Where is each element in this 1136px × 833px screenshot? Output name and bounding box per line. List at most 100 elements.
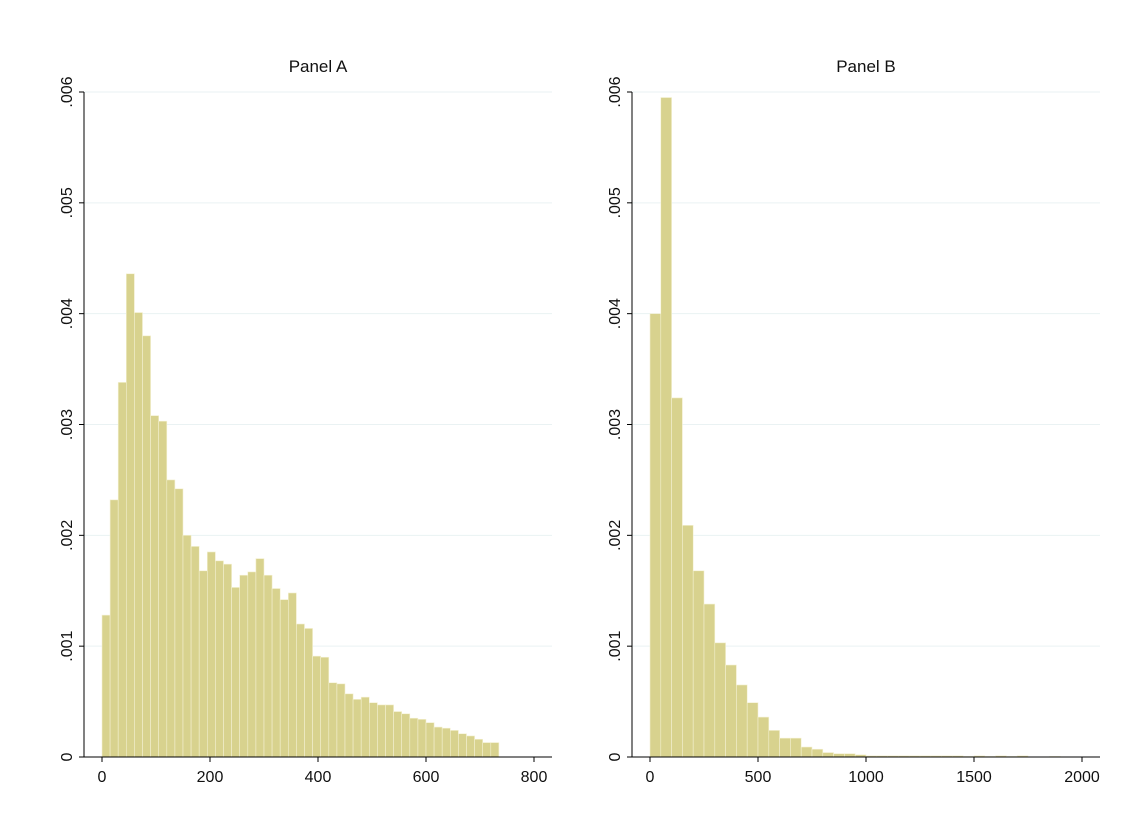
panel-a-y-tick-label: .006 (59, 76, 76, 107)
panel-a-tick-labels: 0 .001 .002 .003 .004 .005 .006 0 200 400 600 800 (59, 76, 547, 786)
panel-a-chart: 0 .001 .002 .003 .004 .005 .006 0 200 400 600 800 P… (59, 57, 552, 786)
panel-b-bar (671, 397, 683, 758)
panel-a-bar (466, 735, 475, 758)
panel-b-bar (682, 525, 694, 758)
panel-a-bar (158, 420, 168, 758)
panel-a-bar (263, 574, 273, 758)
panel-a-bar (458, 733, 467, 758)
panel-a-bar (482, 742, 492, 758)
panel-b-y-tick-label: 0 (607, 752, 624, 761)
panel-a-bar (296, 623, 305, 758)
panel-b-bar (725, 664, 737, 758)
panel-b-bar (790, 737, 802, 758)
panel-b-bar (736, 684, 748, 758)
panel-a-bar (271, 588, 281, 758)
panel-a-bar (368, 702, 378, 758)
panel-a-bar (142, 335, 151, 758)
panel-a-x-tick-label: 200 (197, 769, 224, 786)
panel-b-bar (692, 570, 705, 758)
panel-a-bar (425, 722, 435, 758)
panel-b-bar (768, 730, 780, 758)
panel-a-bar (223, 563, 232, 758)
panel-b-y-tick-label: .001 (607, 630, 624, 661)
panel-a-title: Panel A (289, 57, 348, 76)
panel-a-bar (134, 312, 143, 758)
panel-b-bar (779, 737, 791, 758)
panel-a-bar (312, 655, 322, 758)
panel-b-bar (811, 748, 824, 758)
panel-a-bar (279, 599, 289, 758)
panel-a-bar (433, 726, 443, 758)
panel-a-bar (336, 683, 346, 758)
panel-a-bar (449, 730, 459, 758)
panel-a-x-tick-label: 600 (413, 769, 440, 786)
panel-b-bar (714, 642, 726, 758)
panel-a-y-tick-label: .005 (59, 187, 76, 218)
panel-b-x-tick-label: 2000 (1064, 769, 1100, 786)
panel-a-x-tick-label: 400 (305, 769, 332, 786)
panel-a-y-tick-label: 0 (59, 752, 76, 761)
panel-a-bar (328, 682, 338, 758)
panel-a-y-tick-label: .001 (59, 630, 76, 661)
panel-b-bar (649, 313, 662, 758)
panel-a-x-tick-label: 800 (521, 769, 548, 786)
panel-a-bar (101, 614, 111, 758)
panel-b-bar (703, 603, 716, 758)
panel-a-bar (182, 535, 192, 758)
panel-b-bar (800, 746, 813, 758)
panel-b-y-tick-label: .004 (607, 298, 624, 329)
panel-a-y-tick-label: .004 (59, 298, 76, 329)
panel-b-bar (660, 97, 672, 758)
panel-a-bar (198, 570, 208, 758)
panel-a-y-tick-label: .002 (59, 520, 76, 551)
panel-b-x-tick-label: 500 (745, 769, 772, 786)
panel-a-bar (401, 713, 411, 758)
panel-b-bar (757, 716, 770, 758)
panel-b-y-tick-label: .002 (607, 520, 624, 551)
panel-a-bar (117, 382, 127, 758)
panel-a-bar (474, 738, 484, 758)
panel-a-bar (190, 546, 200, 758)
panel-a-bar (490, 742, 500, 758)
panel-b-chart: 0 .001 .002 .003 .004 .005 .006 0 500 1000 1500 200… (607, 57, 1100, 786)
panel-a-bar (150, 415, 160, 758)
panel-b-y-tick-label: .003 (607, 409, 624, 440)
panel-b-bar (822, 752, 834, 758)
panel-b-x-tick-label: 0 (646, 769, 655, 786)
panel-a-y-tick-label: .003 (59, 409, 76, 440)
panel-a-bar (174, 488, 184, 758)
panel-b-y-tick-label: .006 (607, 76, 624, 107)
panel-a-bar (215, 560, 224, 758)
panel-b-tick-labels: 0 .001 .002 .003 .004 .005 .006 0 500 1000 1500 200… (607, 76, 1100, 786)
panel-a-x-tick-label: 0 (98, 769, 107, 786)
panel-a-bars (101, 273, 500, 758)
panel-a-bar (344, 693, 354, 758)
panel-b-bar (746, 702, 759, 758)
panel-a-bar (166, 479, 176, 758)
panel-a-bar (304, 628, 313, 758)
panel-b-x-tick-label: 1500 (956, 769, 992, 786)
panel-a-bar (231, 587, 241, 758)
panel-a-bar (360, 696, 370, 758)
panel-a-bar (352, 699, 362, 758)
panel-a-bar (417, 719, 427, 758)
panel-a-bar (377, 704, 386, 758)
panel-a-bar (239, 574, 249, 758)
panel-a-bar (385, 704, 394, 758)
panel-a-bar (320, 656, 330, 758)
panel-a-bar (109, 499, 119, 758)
panel-b-gridlines (632, 91, 1100, 647)
panel-b-axes (627, 91, 1100, 762)
panel-a-bar (247, 571, 257, 758)
panel-a-bar (255, 558, 265, 758)
panel-a-axes (79, 91, 552, 762)
panel-b-x-tick-label: 1000 (848, 769, 884, 786)
panel-a-bar (393, 711, 403, 758)
panel-b-y-tick-label: .005 (607, 187, 624, 218)
panel-a-bar (207, 551, 216, 758)
panel-b-title: Panel B (836, 57, 896, 76)
panel-a-bar (287, 592, 297, 758)
panel-a-bar (441, 727, 451, 758)
panel-a-bar (126, 273, 135, 758)
